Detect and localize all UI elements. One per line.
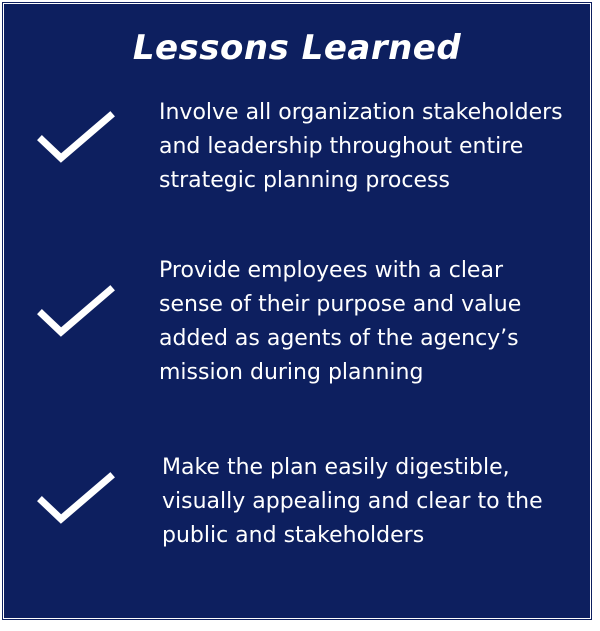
panel-title: Lessons Learned xyxy=(132,28,462,68)
checkmark-icon xyxy=(36,471,116,531)
lesson-text: Involve all organization stakeholders an… xyxy=(159,100,563,193)
checkmark-icon xyxy=(36,284,116,344)
lesson-text: Make the plan easily digestible, visuall… xyxy=(162,455,543,548)
lessons-learned-panel: Lessons Learned Involve all organization… xyxy=(3,3,591,619)
checkmark-icon xyxy=(36,110,116,170)
lesson-text: Provide employees with a clear sense of … xyxy=(159,258,522,385)
